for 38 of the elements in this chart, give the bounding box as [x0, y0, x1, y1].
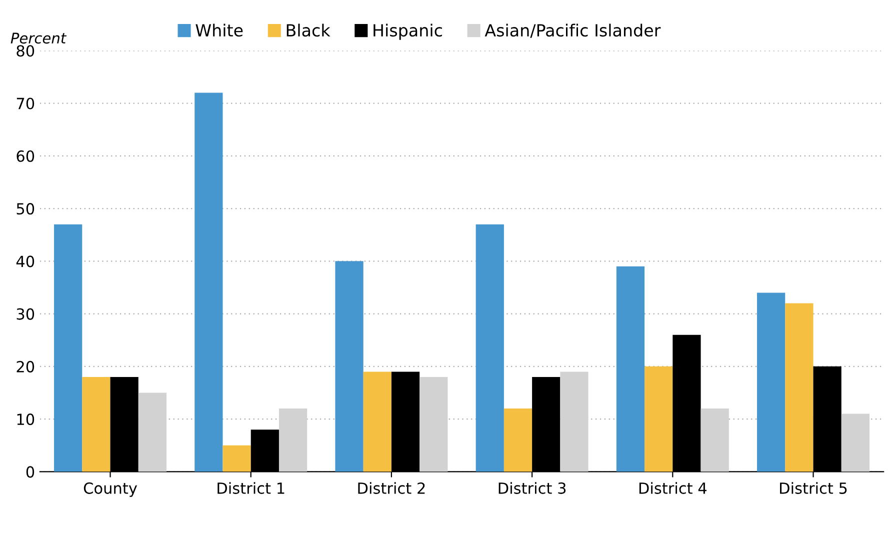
y-tick-label: 20 — [16, 360, 34, 372]
legend-label: Asian/Pacific Islander — [484, 24, 661, 38]
bar — [785, 303, 814, 472]
legend-label: Hispanic — [374, 24, 442, 40]
legend-label: White — [196, 24, 243, 37]
bar — [757, 292, 786, 472]
x-tick-label: District 4 — [639, 482, 707, 494]
bar — [700, 408, 729, 472]
bar — [476, 224, 504, 472]
x-tick-label: County — [84, 482, 138, 497]
bar — [504, 408, 532, 472]
y-tick-label: 60 — [16, 150, 34, 162]
y-tick-label: 0 — [26, 466, 34, 478]
bar — [278, 408, 308, 472]
y-tick-label: 50 — [16, 203, 34, 215]
y-tick-label: 30 — [16, 308, 34, 320]
bar — [420, 376, 448, 472]
x-tick-label: District 2 — [358, 482, 425, 494]
x-tick-label: District 3 — [498, 482, 566, 494]
y-tick-label: 40 — [16, 256, 34, 268]
bar — [54, 224, 82, 472]
bar — [138, 392, 166, 472]
bar — [82, 376, 110, 472]
x-tick-label: District 5 — [780, 482, 847, 494]
y-axis-title: Percent — [10, 32, 67, 44]
x-tick-label: District 1 — [218, 482, 284, 494]
y-tick-label: 70 — [16, 98, 34, 110]
bar — [616, 266, 645, 472]
bar — [194, 92, 223, 472]
bar — [222, 445, 251, 472]
bar — [560, 372, 588, 472]
y-tick-label: 80 — [16, 45, 34, 57]
bar — [644, 366, 673, 472]
y-tick-label: 10 — [17, 414, 34, 426]
bar — [841, 414, 870, 472]
bar — [363, 372, 392, 472]
legend-label: Black — [286, 24, 330, 37]
bar — [335, 261, 364, 472]
